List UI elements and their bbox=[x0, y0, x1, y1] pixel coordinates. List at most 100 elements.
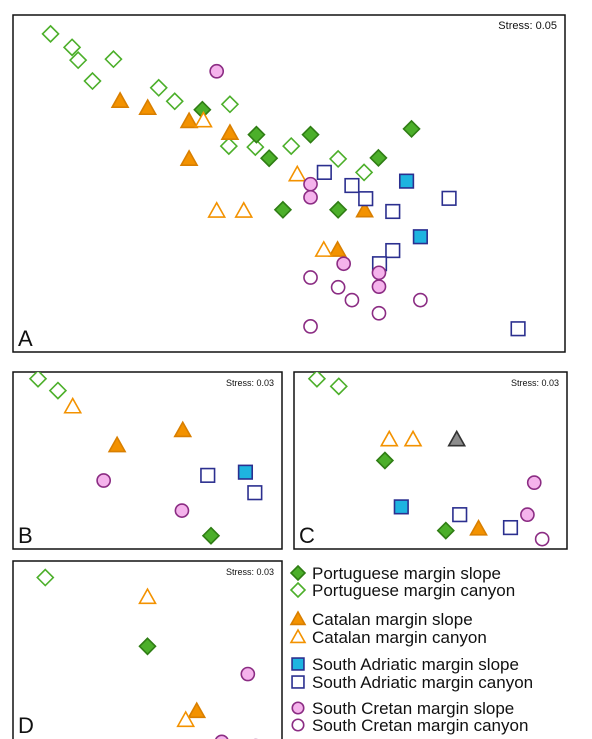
data-point-cretan-slope bbox=[214, 734, 229, 739]
legend-marker-adriatic-canyon bbox=[291, 675, 305, 689]
data-point-cretan-canyon bbox=[413, 292, 428, 308]
data-point-cretan-slope bbox=[96, 473, 112, 488]
data-point-cretan-canyon bbox=[303, 270, 318, 285]
data-point-catalan-slope bbox=[220, 123, 240, 140]
data-point-catalan-slope bbox=[107, 435, 127, 453]
data-point-portuguese-slope bbox=[301, 125, 320, 144]
data-point-portuguese-canyon bbox=[83, 71, 102, 91]
data-point-portuguese-slope bbox=[375, 451, 395, 470]
data-point-portuguese-canyon bbox=[36, 568, 55, 587]
panel-frame bbox=[12, 371, 283, 550]
data-point-portuguese-slope bbox=[259, 149, 279, 168]
data-point-cretan-slope bbox=[371, 279, 387, 294]
panel-letter: D bbox=[18, 713, 34, 738]
legend-label: South Adriatic margin slope bbox=[312, 655, 519, 674]
data-point-portuguese-canyon bbox=[62, 38, 82, 57]
data-point-adriatic-canyon bbox=[200, 467, 216, 483]
data-point-cretan-slope bbox=[336, 256, 352, 272]
panel-a: Stress: 0.05 A bbox=[12, 14, 566, 353]
data-point-catalan-slope bbox=[179, 111, 199, 129]
data-point-catalan-canyon bbox=[234, 201, 254, 218]
data-point-portuguese-canyon bbox=[282, 136, 301, 156]
panel-c: Stress: 0.03 C bbox=[293, 371, 568, 550]
data-point-portuguese-canyon bbox=[329, 377, 348, 396]
data-point-adriatic-canyon bbox=[247, 485, 263, 501]
data-point-catalan-slope bbox=[173, 420, 193, 438]
legend-label: Portuguese margin canyon bbox=[312, 581, 515, 600]
data-point-cretan-canyon bbox=[303, 319, 318, 334]
data-point-adriatic-slope bbox=[237, 464, 254, 480]
data-point-gray bbox=[447, 429, 467, 447]
data-point-adriatic-canyon bbox=[316, 164, 332, 180]
data-point-adriatic-canyon bbox=[452, 507, 468, 523]
panel-b: Stress: 0.03 B bbox=[12, 371, 283, 550]
data-point-catalan-canyon bbox=[207, 201, 227, 218]
data-point-cretan-slope bbox=[240, 666, 256, 682]
data-point-catalan-canyon bbox=[287, 164, 307, 182]
panel-letter: B bbox=[18, 523, 33, 548]
data-point-cretan-canyon bbox=[344, 292, 360, 308]
data-point-adriatic-slope bbox=[393, 499, 409, 515]
legend-marker-portuguese-canyon bbox=[289, 581, 307, 599]
data-point-portuguese-slope bbox=[247, 125, 266, 144]
data-point-portuguese-canyon bbox=[104, 50, 123, 69]
legend-label: South Cretan margin slope bbox=[312, 699, 514, 718]
points-layer bbox=[36, 568, 258, 739]
legend-label: Portuguese margin slope bbox=[312, 564, 501, 583]
legend-label: South Cretan margin canyon bbox=[312, 716, 528, 735]
data-point-catalan-canyon bbox=[194, 110, 213, 128]
data-point-portuguese-slope bbox=[328, 200, 348, 219]
panel-d: Stress: 0.03 D bbox=[12, 560, 283, 739]
data-point-portuguese-canyon bbox=[28, 372, 48, 388]
data-point-cretan-slope bbox=[174, 503, 190, 518]
data-point-cretan-slope bbox=[526, 475, 542, 490]
data-point-cretan-slope bbox=[303, 176, 318, 192]
data-point-adriatic-canyon bbox=[510, 321, 526, 337]
data-point-portuguese-slope bbox=[273, 200, 293, 219]
data-point-portuguese-canyon bbox=[165, 92, 184, 111]
stress-label: Stress: 0.05 bbox=[498, 20, 557, 32]
data-point-catalan-slope bbox=[179, 149, 199, 166]
data-point-catalan-canyon bbox=[138, 587, 157, 605]
stress-label: Stress: 0.03 bbox=[511, 378, 559, 388]
data-point-catalan-canyon bbox=[314, 240, 334, 257]
legend-marker-catalan-canyon bbox=[289, 628, 307, 644]
data-point-portuguese-slope bbox=[201, 526, 221, 545]
data-point-catalan-canyon bbox=[403, 429, 423, 447]
data-point-adriatic-canyon bbox=[385, 242, 401, 259]
data-point-portuguese-slope bbox=[369, 148, 388, 168]
data-point-cretan-slope bbox=[303, 189, 318, 205]
data-point-adriatic-canyon bbox=[385, 203, 401, 220]
legend-label: Catalan margin slope bbox=[312, 610, 473, 629]
data-point-catalan-canyon bbox=[63, 396, 83, 414]
points-layer bbox=[28, 372, 263, 545]
data-point-portuguese-canyon bbox=[69, 51, 88, 70]
panel-frame bbox=[293, 371, 568, 550]
data-point-catalan-canyon bbox=[379, 429, 399, 447]
data-point-portuguese-canyon bbox=[220, 95, 240, 114]
data-point-cretan-slope bbox=[520, 507, 535, 523]
data-point-portuguese-canyon bbox=[149, 78, 168, 97]
legend-marker-adriatic-slope bbox=[291, 657, 305, 671]
data-point-catalan-slope bbox=[138, 98, 158, 116]
data-point-portuguese-slope bbox=[436, 521, 455, 540]
data-point-portuguese-slope bbox=[138, 637, 157, 656]
points-layer bbox=[307, 372, 550, 547]
data-point-adriatic-canyon bbox=[358, 191, 374, 207]
data-point-catalan-canyon bbox=[176, 710, 196, 728]
data-point-adriatic-canyon bbox=[502, 519, 519, 536]
data-point-adriatic-canyon bbox=[441, 190, 457, 206]
data-point-portuguese-canyon bbox=[219, 136, 238, 156]
data-point-adriatic-canyon bbox=[344, 177, 360, 194]
data-point-cretan-canyon bbox=[330, 279, 346, 295]
points-layer bbox=[41, 24, 526, 337]
data-point-portuguese-canyon bbox=[48, 381, 68, 400]
data-point-catalan-slope bbox=[355, 200, 374, 218]
data-point-cretan-slope bbox=[371, 265, 387, 281]
legend-marker-portuguese-slope bbox=[289, 564, 307, 582]
legend-label: South Adriatic margin canyon bbox=[312, 673, 533, 692]
stress-label: Stress: 0.03 bbox=[226, 567, 274, 577]
legend-marker-cretan-slope bbox=[291, 701, 305, 715]
